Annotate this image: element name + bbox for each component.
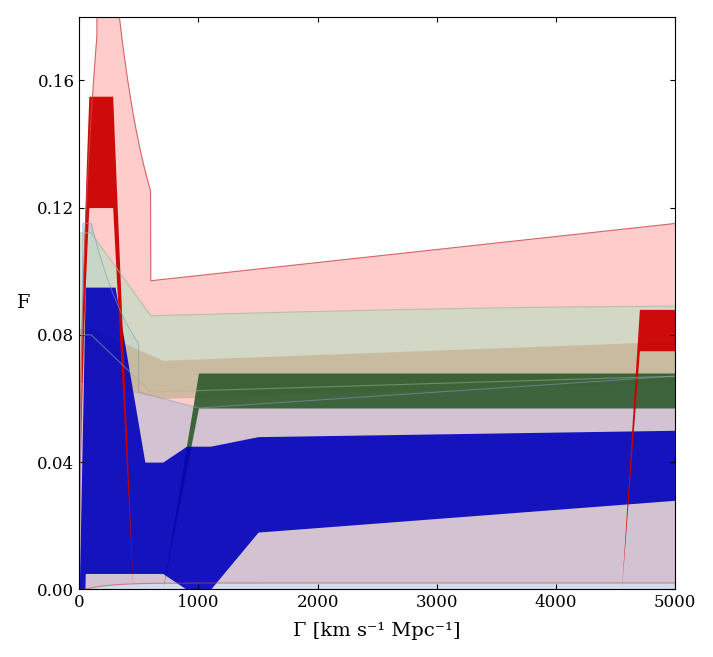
Y-axis label: F: F — [16, 294, 30, 312]
X-axis label: Γ [km s⁻¹ Mpc⁻¹]: Γ [km s⁻¹ Mpc⁻¹] — [294, 622, 461, 641]
